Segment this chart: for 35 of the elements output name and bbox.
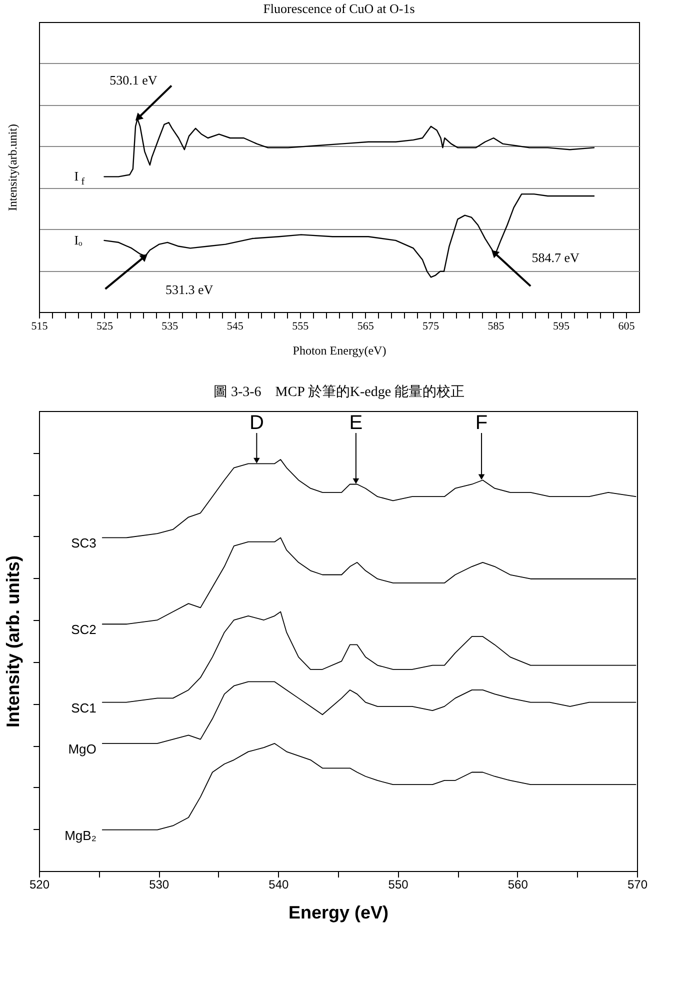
annotation: D [249,412,264,434]
series-label: SC2 [71,622,96,638]
series-label: If [74,168,86,188]
x-tick-label: 535 [162,320,179,332]
x-tick-label: 520 [29,878,50,892]
series-label: Iₒ [74,232,83,248]
x-tick-label: 560 [508,878,528,892]
y-axis-title: Intensity(arb.unit) [6,124,20,211]
x-axis-title: Photon Energy(eV) [292,344,386,358]
x-tick-label: 545 [226,320,244,332]
x-axis-title: Energy (eV) [288,902,389,922]
legend-label: MgB₂ [64,828,96,843]
annotation: 531.3 eV [165,282,214,297]
legend-label: MgO [68,741,96,756]
x-tick-label: 550 [388,878,409,892]
x-tick-label: 565 [357,320,374,332]
series-label: SC3 [71,536,96,551]
chart-title: Fluorescence of CuO at O-1s [263,1,415,16]
y-axis-title: Intensity (arb. units) [3,555,23,728]
x-tick-label: 575 [422,320,440,332]
x-tick-label: 540 [268,878,290,892]
x-tick-label: 525 [96,320,114,332]
annotation: E [349,412,363,434]
x-tick-label: 585 [488,320,505,332]
series-label: SC1 [71,700,96,716]
x-tick-label: 595 [552,320,570,332]
caption: 圖 3-3-6 MCP 於筆的K-edge 能量的校正 [213,384,465,400]
x-tick-label: 530 [149,878,170,892]
x-tick-label: 605 [618,320,636,332]
annotation: F [475,412,488,434]
x-tick-label: 570 [627,878,648,892]
x-tick-label: 515 [31,320,48,332]
x-tick-label: 555 [292,320,310,332]
annotation: 530.1 eV [110,72,158,88]
annotation: 584.7 eV [532,250,580,266]
